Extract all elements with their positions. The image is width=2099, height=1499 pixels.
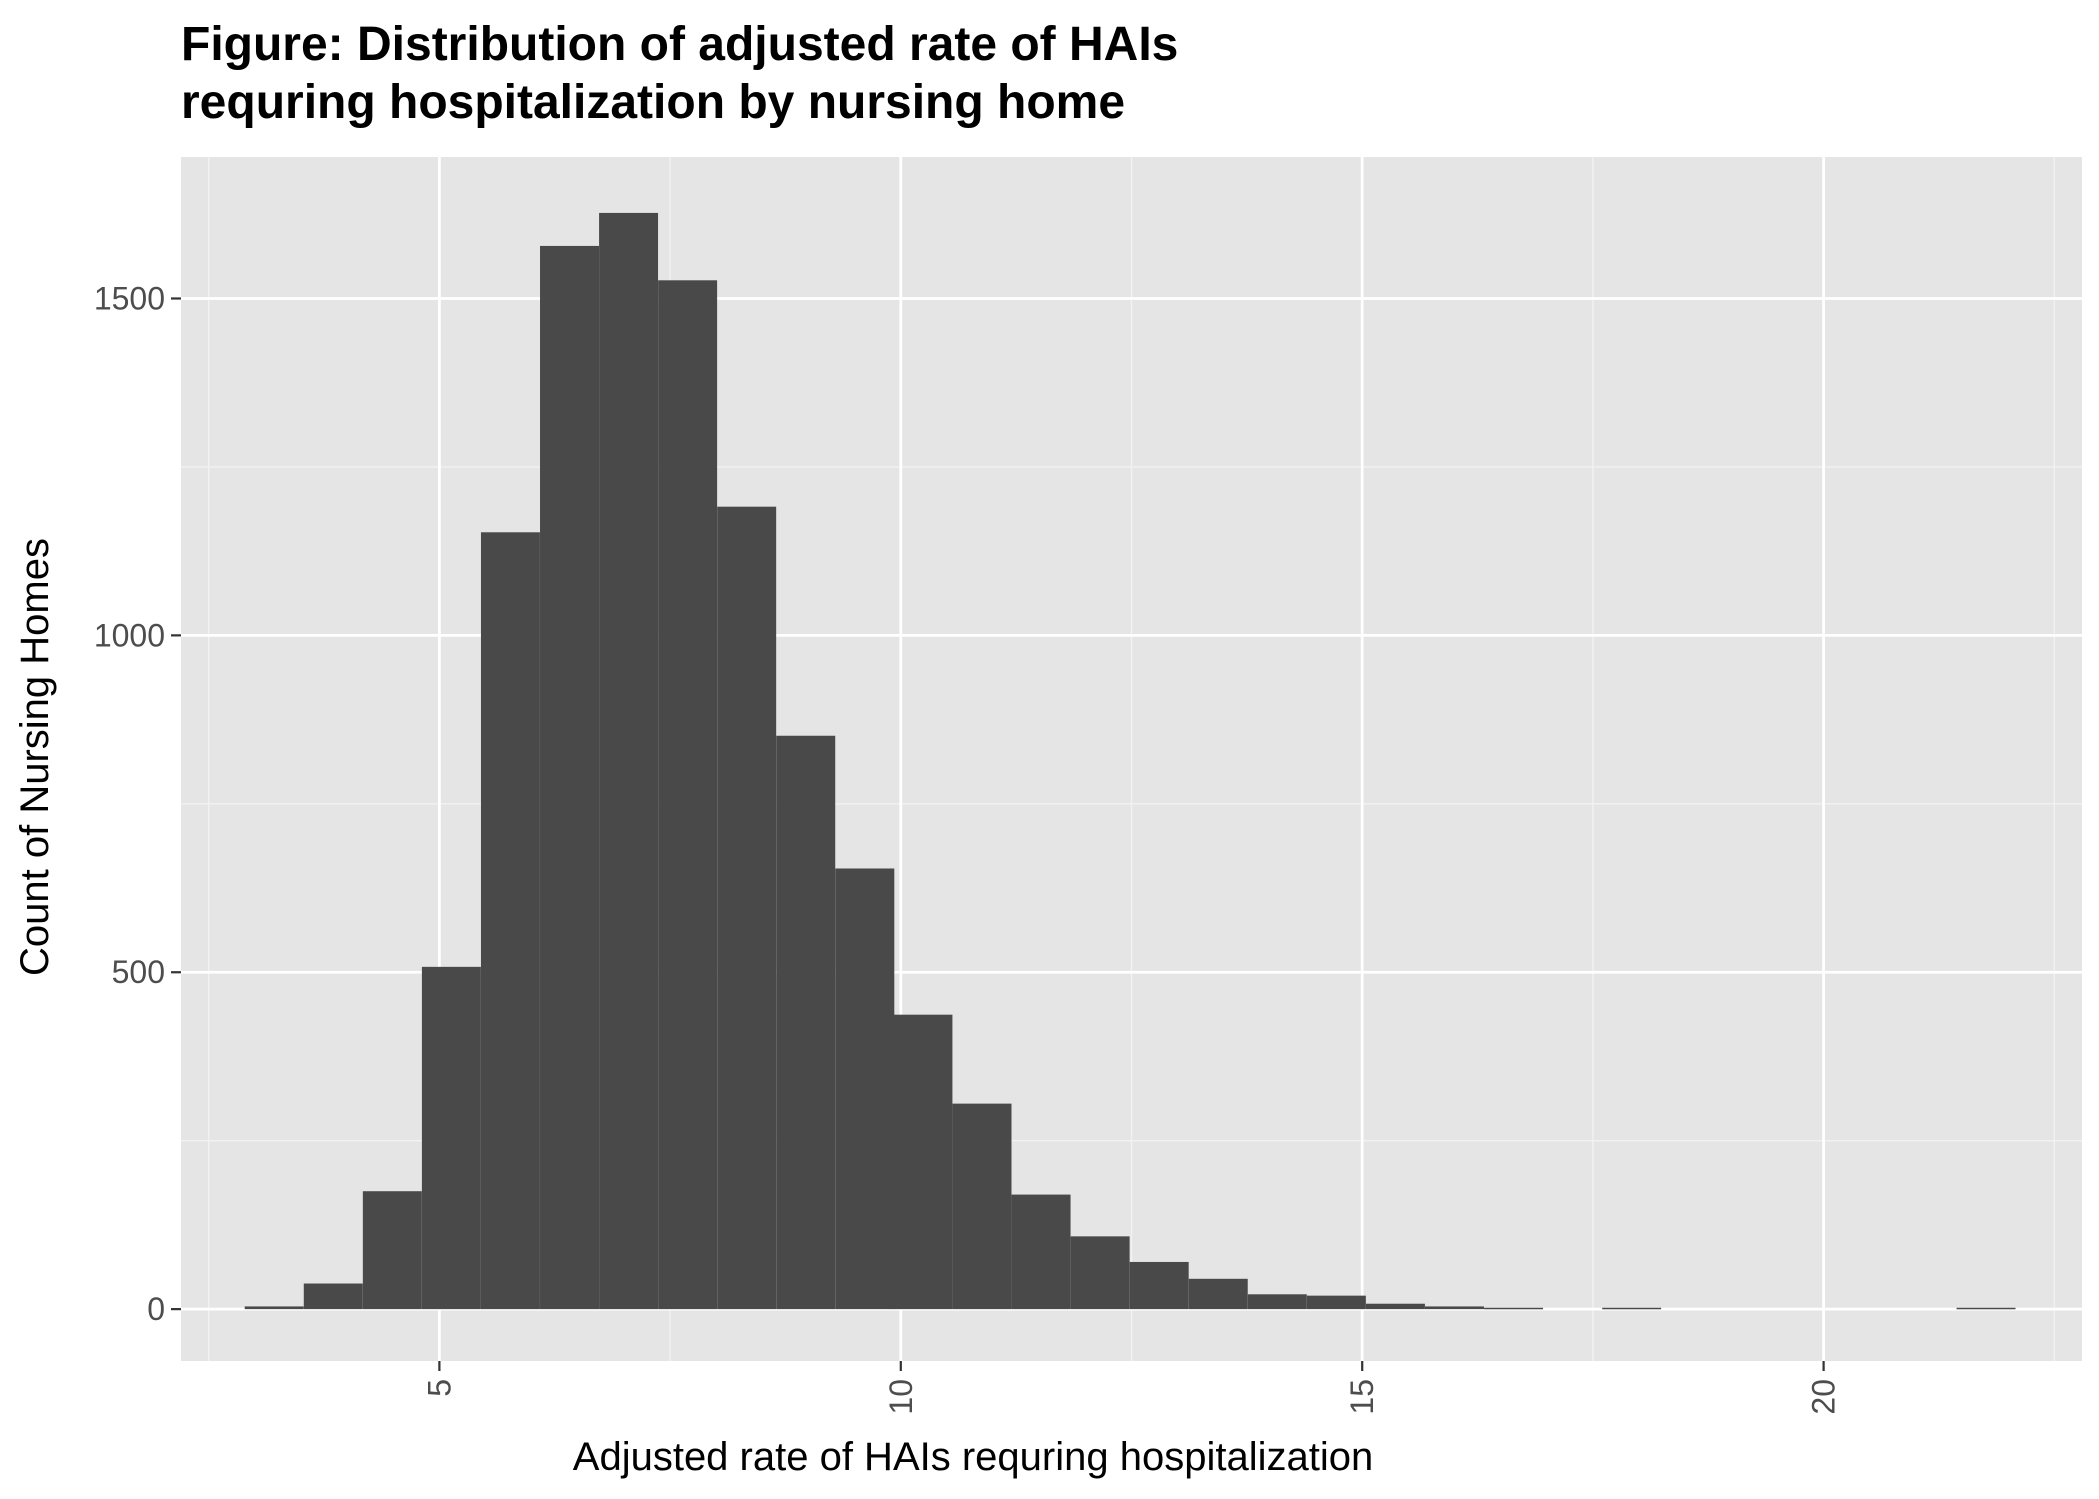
histogram-bar xyxy=(658,280,718,1310)
histogram-bar xyxy=(717,506,777,1310)
histogram-bar xyxy=(1011,1194,1071,1310)
histogram-bar xyxy=(893,1014,953,1310)
y-tick-label: 500 xyxy=(112,954,165,990)
y-tick-label: 0 xyxy=(147,1291,165,1327)
histogram-bar xyxy=(244,1306,304,1310)
histogram-bar xyxy=(1425,1306,1484,1310)
histogram-bar xyxy=(362,1191,422,1310)
x-tick-label: 10 xyxy=(883,1379,919,1415)
y-axis-title: Count of Nursing Homes xyxy=(13,538,57,976)
chart-title-line-2: requring hospitalization by nursing home xyxy=(181,76,1125,129)
y-tick-label: 1000 xyxy=(94,617,165,653)
y-axis-ticks: 0 500 1000 1500 xyxy=(94,280,181,1327)
histogram-bar xyxy=(835,868,895,1310)
histogram-bar xyxy=(421,966,481,1310)
x-axis-ticks: 5 10 15 20 xyxy=(421,1361,1842,1415)
x-tick-label: 20 xyxy=(1806,1379,1842,1415)
histogram-bar xyxy=(480,532,540,1310)
x-tick-label: 15 xyxy=(1344,1379,1380,1415)
x-tick-label: 5 xyxy=(421,1379,457,1397)
histogram-bar xyxy=(1484,1307,1544,1310)
histogram-bar xyxy=(303,1283,363,1310)
histogram-bar xyxy=(540,245,599,1310)
histogram-bar xyxy=(599,212,659,1310)
histogram-bars xyxy=(244,212,2016,1310)
histogram-bar xyxy=(1129,1261,1189,1310)
histogram-bar xyxy=(1365,1303,1425,1310)
histogram-bar xyxy=(1602,1307,1662,1310)
chart-title-line-1: Figure: Distribution of adjusted rate of… xyxy=(181,18,1178,71)
y-tick-label: 1500 xyxy=(94,280,165,316)
histogram-bar xyxy=(952,1103,1012,1310)
histogram-bar xyxy=(776,735,836,1310)
histogram-bar xyxy=(1247,1294,1307,1310)
histogram-bar xyxy=(1956,1307,2016,1310)
histogram-bar xyxy=(1070,1236,1130,1310)
histogram-bar xyxy=(1306,1295,1366,1310)
x-axis-title: Adjusted rate of HAIs requring hospitali… xyxy=(573,1435,1373,1479)
histogram-bar xyxy=(1188,1278,1248,1310)
